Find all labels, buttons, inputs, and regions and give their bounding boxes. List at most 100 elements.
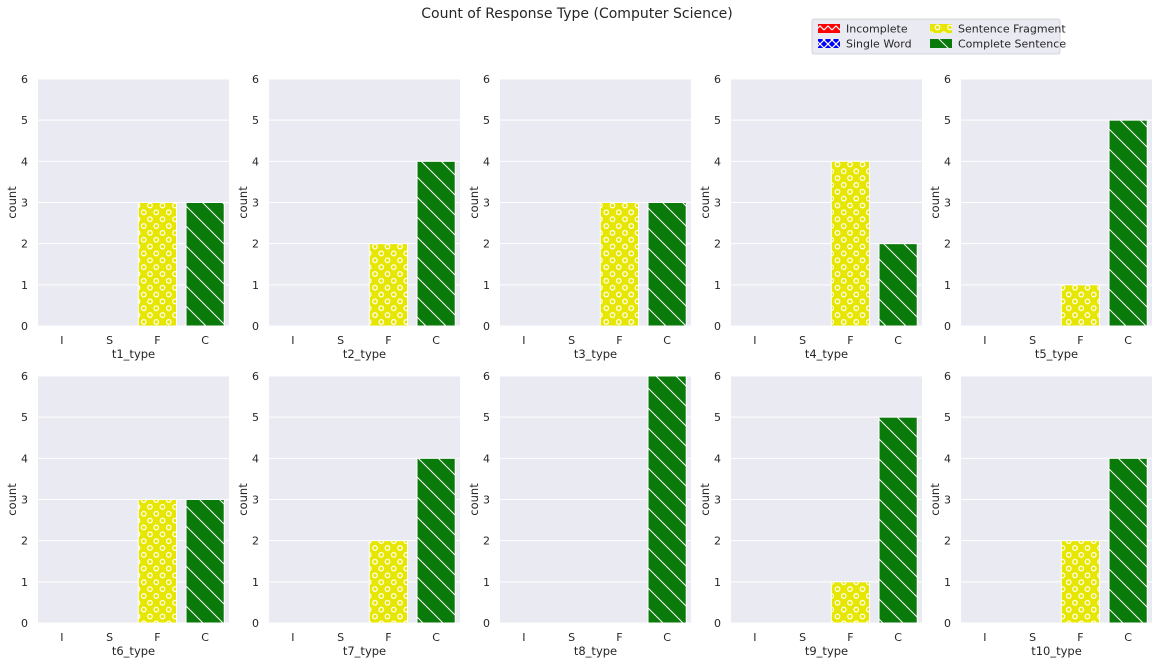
x-tick-label: S bbox=[106, 334, 113, 347]
y-tick-label: 1 bbox=[483, 576, 490, 589]
x-tick-label: S bbox=[799, 334, 806, 347]
bar-F bbox=[368, 243, 408, 327]
y-tick-label: 6 bbox=[944, 73, 951, 86]
subplot-t9_type: 0 1 2 3 4 5 6 I S F Ct9_type count bbox=[698, 370, 922, 658]
y-tick-label: 1 bbox=[944, 576, 951, 589]
y-tick-label: 0 bbox=[944, 617, 951, 630]
x-tick-label: I bbox=[60, 334, 63, 347]
legend-frame bbox=[811, 18, 1061, 55]
x-tick-label: F bbox=[847, 334, 853, 347]
legend-label: Sentence Fragment bbox=[958, 23, 1066, 36]
y-tick-label: 4 bbox=[21, 155, 28, 168]
y-tick-label: 0 bbox=[714, 617, 721, 630]
x-tick-label: I bbox=[753, 631, 756, 644]
legend-swatch bbox=[818, 24, 840, 33]
x-tick-label: F bbox=[154, 631, 160, 644]
y-tick-label: 5 bbox=[252, 114, 259, 127]
y-tick-label: 4 bbox=[714, 155, 721, 168]
y-tick-label: 1 bbox=[21, 279, 28, 292]
bar-C bbox=[416, 457, 456, 624]
y-tick-label: 1 bbox=[944, 279, 951, 292]
x-tick-label: C bbox=[894, 631, 902, 644]
x-tick-label: S bbox=[1029, 334, 1036, 347]
legend-swatch bbox=[818, 39, 840, 48]
subplot-t2_type: 0 1 2 3 4 5 6 I S F Ct2_type count bbox=[236, 73, 460, 361]
y-tick-label: 3 bbox=[252, 197, 259, 210]
y-tick-label: 1 bbox=[714, 279, 721, 292]
y-tick-label: 6 bbox=[21, 370, 28, 383]
y-axis-label: count bbox=[467, 186, 481, 219]
y-tick-label: 2 bbox=[21, 238, 28, 251]
y-tick-label: 5 bbox=[21, 114, 28, 127]
x-tick-label: I bbox=[291, 631, 294, 644]
y-tick-label: 3 bbox=[714, 197, 721, 210]
bar-C bbox=[185, 202, 225, 327]
x-tick-label: I bbox=[983, 334, 986, 347]
y-tick-label: 0 bbox=[483, 617, 490, 630]
x-axis-label: t9_type bbox=[805, 644, 848, 658]
x-tick-label: C bbox=[201, 631, 209, 644]
y-axis-label: count bbox=[698, 483, 712, 516]
y-tick-label: 5 bbox=[714, 114, 721, 127]
x-tick-label: F bbox=[616, 334, 622, 347]
x-axis-label: t5_type bbox=[1035, 347, 1078, 361]
x-tick-label: C bbox=[432, 334, 440, 347]
y-axis-label: count bbox=[236, 186, 250, 219]
x-tick-label: F bbox=[1077, 631, 1083, 644]
y-tick-label: 2 bbox=[21, 535, 28, 548]
bar-F bbox=[1060, 284, 1100, 327]
x-tick-label: S bbox=[799, 631, 806, 644]
bar-F bbox=[137, 202, 177, 327]
legend-item: Complete Sentence bbox=[930, 38, 1066, 51]
y-axis-label: count bbox=[5, 483, 19, 516]
y-axis-label: count bbox=[928, 186, 942, 219]
y-tick-label: 6 bbox=[21, 73, 28, 86]
bar-F bbox=[830, 581, 870, 624]
x-axis-label: t8_type bbox=[574, 644, 617, 658]
y-tick-label: 2 bbox=[944, 238, 951, 251]
x-tick-label: C bbox=[201, 334, 209, 347]
y-tick-label: 6 bbox=[944, 370, 951, 383]
y-tick-label: 5 bbox=[483, 411, 490, 424]
x-axis-label: t6_type bbox=[112, 644, 155, 658]
x-tick-label: C bbox=[894, 334, 902, 347]
y-tick-label: 2 bbox=[483, 535, 490, 548]
x-tick-label: F bbox=[616, 631, 622, 644]
legend-item: Sentence Fragment bbox=[930, 23, 1066, 36]
x-tick-label: F bbox=[154, 334, 160, 347]
subplot-t5_type: 0 1 2 3 4 5 6 I S F Ct5_type count bbox=[928, 73, 1152, 361]
legend-item: Single Word bbox=[818, 38, 912, 51]
legend-label: Complete Sentence bbox=[958, 38, 1066, 51]
y-tick-label: 5 bbox=[483, 114, 490, 127]
y-tick-label: 2 bbox=[714, 238, 721, 251]
y-tick-label: 0 bbox=[252, 320, 259, 333]
bar-F bbox=[830, 160, 870, 327]
x-tick-label: S bbox=[1029, 631, 1036, 644]
bar-C bbox=[647, 202, 687, 327]
x-tick-label: S bbox=[106, 631, 113, 644]
y-tick-label: 6 bbox=[714, 370, 721, 383]
x-axis-label: t4_type bbox=[805, 347, 848, 361]
x-axis-label: t1_type bbox=[112, 347, 155, 361]
y-tick-label: 4 bbox=[252, 452, 259, 465]
x-tick-label: C bbox=[663, 334, 671, 347]
y-tick-label: 0 bbox=[714, 320, 721, 333]
y-tick-label: 6 bbox=[252, 370, 259, 383]
y-tick-label: 1 bbox=[252, 279, 259, 292]
x-axis-label: t3_type bbox=[574, 347, 617, 361]
y-tick-label: 6 bbox=[483, 370, 490, 383]
y-tick-label: 3 bbox=[21, 494, 28, 507]
y-tick-label: 3 bbox=[21, 197, 28, 210]
y-tick-label: 4 bbox=[252, 155, 259, 168]
y-axis-label: count bbox=[467, 483, 481, 516]
y-tick-label: 6 bbox=[483, 73, 490, 86]
legend-label: Incomplete bbox=[846, 23, 908, 36]
y-tick-label: 6 bbox=[714, 73, 721, 86]
y-tick-label: 3 bbox=[252, 494, 259, 507]
y-axis-label: count bbox=[5, 186, 19, 219]
x-tick-label: F bbox=[385, 631, 391, 644]
y-tick-label: 0 bbox=[944, 320, 951, 333]
y-tick-label: 4 bbox=[714, 452, 721, 465]
